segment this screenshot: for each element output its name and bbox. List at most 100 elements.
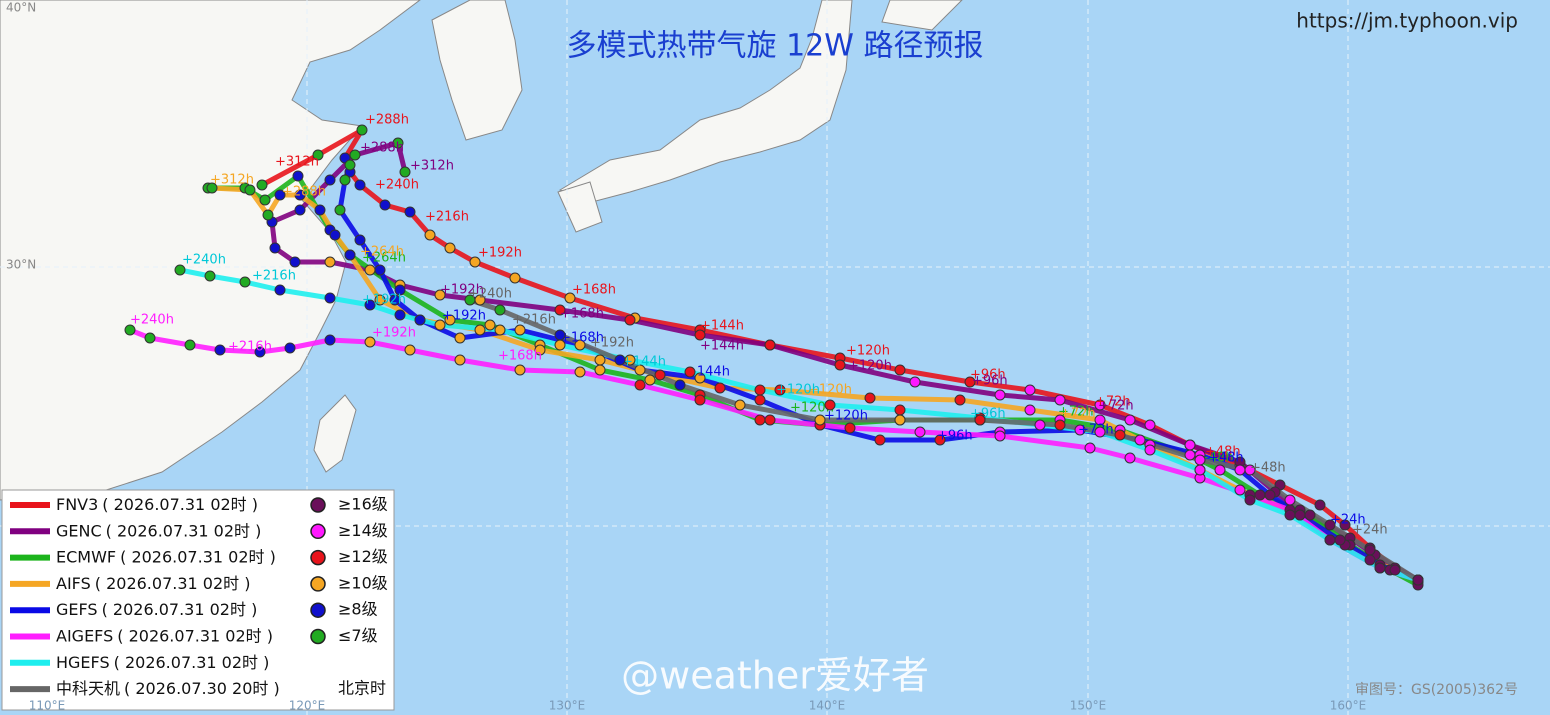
track-point bbox=[694, 394, 706, 406]
track-point bbox=[1294, 509, 1306, 521]
track-point bbox=[444, 314, 456, 326]
track-point bbox=[1234, 464, 1246, 476]
hour-label: +72h bbox=[1098, 399, 1134, 414]
hour-label: +216h bbox=[425, 210, 469, 225]
track-point bbox=[324, 292, 336, 304]
track-point bbox=[1324, 534, 1336, 546]
track-point bbox=[314, 204, 326, 216]
model-time: ( 2026.07.30 20时 ) bbox=[124, 679, 280, 698]
track-point bbox=[554, 339, 566, 351]
hour-label: +168h bbox=[560, 331, 604, 346]
track-point bbox=[364, 264, 376, 276]
track-point bbox=[534, 344, 546, 356]
track-point bbox=[1284, 494, 1296, 506]
hour-label: +240h bbox=[468, 287, 512, 302]
hour-label: +96h bbox=[972, 374, 1008, 389]
track-point bbox=[624, 314, 636, 326]
hour-label: +96h bbox=[970, 368, 1006, 383]
intensity-swatch bbox=[310, 602, 326, 618]
hour-label: +216h bbox=[228, 340, 272, 355]
hour-label: +120h bbox=[824, 409, 868, 424]
track-point bbox=[174, 264, 186, 276]
track-point bbox=[494, 324, 506, 336]
track-point bbox=[484, 319, 496, 331]
model-time: ( 2026.07.31 02时 ) bbox=[102, 495, 258, 514]
track-point bbox=[289, 256, 301, 268]
track-point bbox=[634, 364, 646, 376]
hour-label: +24h bbox=[1352, 523, 1388, 538]
track-point bbox=[934, 434, 946, 446]
track-point bbox=[634, 379, 646, 391]
track-point bbox=[684, 366, 696, 378]
track-point bbox=[754, 394, 766, 406]
track-point bbox=[1194, 454, 1206, 466]
track-point bbox=[364, 336, 376, 348]
track-point bbox=[349, 149, 361, 161]
hour-label: +120h bbox=[848, 359, 892, 374]
hour-label: +240h bbox=[375, 178, 419, 193]
track-point bbox=[1194, 464, 1206, 476]
legend-label: GEFS( 2026.07.31 02时 ) bbox=[56, 600, 257, 619]
hour-label: +240h bbox=[130, 313, 174, 328]
track-point bbox=[509, 272, 521, 284]
track-point bbox=[1114, 429, 1126, 441]
track-point bbox=[1024, 384, 1036, 396]
track-point bbox=[894, 364, 906, 376]
track-point bbox=[764, 339, 776, 351]
intensity-label: ≥8级 bbox=[338, 600, 378, 619]
lon-label: 130°E bbox=[549, 699, 586, 713]
model-name: AIFS bbox=[56, 573, 91, 592]
track-point bbox=[994, 389, 1006, 401]
hour-label: +240h bbox=[182, 253, 226, 268]
track-point bbox=[594, 354, 606, 366]
hour-label: +48h bbox=[1208, 451, 1244, 466]
track-point bbox=[694, 372, 706, 384]
kyushu bbox=[557, 181, 603, 233]
track-point bbox=[404, 344, 416, 356]
track-point bbox=[364, 299, 376, 311]
hour-label: +216h bbox=[512, 313, 556, 328]
hour-label: +48h bbox=[1205, 445, 1241, 460]
track-point bbox=[374, 294, 386, 306]
lon-label: 110°E bbox=[29, 699, 66, 713]
track-point bbox=[1412, 574, 1424, 586]
hour-label: +72h bbox=[1060, 407, 1096, 422]
lat-label: 30°N bbox=[6, 258, 36, 272]
track-point bbox=[454, 332, 466, 344]
track-point bbox=[204, 270, 216, 282]
lon-label: 120°E bbox=[289, 699, 326, 713]
track-point bbox=[764, 414, 776, 426]
intensity-swatch bbox=[310, 497, 326, 513]
hour-label: +168h bbox=[498, 349, 542, 364]
intensity-swatch bbox=[310, 549, 326, 566]
model-time: ( 2026.07.31 02时 ) bbox=[114, 652, 270, 671]
track-point bbox=[644, 374, 656, 386]
track-point bbox=[564, 292, 576, 304]
lon-label: 160°E bbox=[1330, 699, 1367, 713]
intensity-label: ≤7级 bbox=[338, 626, 378, 645]
model-time: ( 2026.07.31 02时 ) bbox=[106, 521, 262, 540]
intensity-swatch bbox=[310, 576, 326, 592]
track-point bbox=[514, 364, 526, 376]
hour-label: +264h bbox=[360, 245, 404, 260]
track-point bbox=[874, 434, 886, 446]
model-time: ( 2026.07.31 02时 ) bbox=[117, 626, 273, 645]
track-point bbox=[1134, 434, 1146, 446]
hour-label: +144h bbox=[686, 365, 730, 380]
track-point bbox=[269, 242, 281, 254]
track-point bbox=[344, 159, 356, 171]
track-point bbox=[844, 422, 856, 434]
model-time: ( 2026.07.31 02时 ) bbox=[120, 547, 276, 566]
model-time: ( 2026.07.31 02时 ) bbox=[95, 573, 251, 592]
track-point bbox=[754, 414, 766, 426]
approval: 审图号：GS(2005)362号 bbox=[1355, 682, 1518, 698]
track-point bbox=[1284, 509, 1296, 521]
hour-label: +120h bbox=[846, 344, 890, 359]
lon-label: 150°E bbox=[1070, 699, 1107, 713]
track-point bbox=[1264, 489, 1276, 501]
track-point bbox=[1094, 399, 1106, 411]
track-point bbox=[814, 414, 826, 426]
track-point bbox=[1184, 439, 1196, 451]
track-point bbox=[909, 376, 921, 388]
